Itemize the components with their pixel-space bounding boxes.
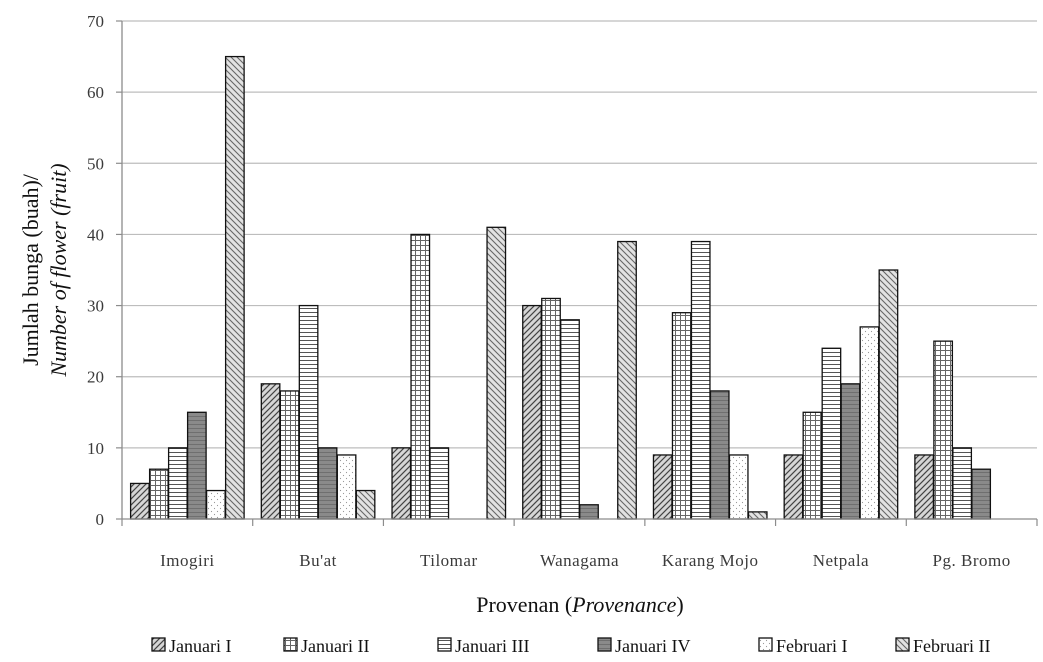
bar xyxy=(671,312,692,520)
bar xyxy=(279,390,300,520)
y-tick-label: 40 xyxy=(87,225,104,244)
x-axis-title: Provenan (Provenance) xyxy=(476,592,684,617)
legend-label: Januari IV xyxy=(615,636,690,656)
y-tick-label: 20 xyxy=(87,368,104,387)
bar xyxy=(933,340,954,520)
axes xyxy=(116,20,1038,526)
bar xyxy=(391,447,412,520)
legend-swatch xyxy=(895,637,910,652)
x-category-label: Karang Mojo xyxy=(662,551,759,570)
y-axis-title: Jumlah bunga (buah)/ xyxy=(18,173,43,366)
bar xyxy=(260,383,281,520)
bar xyxy=(336,454,357,520)
x-category-label: Pg. Bromo xyxy=(933,551,1011,570)
x-axis-title-close: ) xyxy=(676,592,683,617)
legend-label: Januari II xyxy=(301,636,369,656)
bar xyxy=(541,297,561,520)
bar xyxy=(205,489,226,520)
x-category-labels: Imogiri Bu'at Tilomar Wanagama Karang Mojo Ne… xyxy=(160,551,1011,570)
legend: Januari I Januari II Januari III Januari IV… xyxy=(151,636,990,656)
legend-swatch xyxy=(597,637,612,652)
bar xyxy=(317,447,338,520)
x-category-label: Netpala xyxy=(813,551,869,570)
bar xyxy=(821,347,842,520)
legend-label: Februari II xyxy=(913,636,990,656)
bar xyxy=(579,504,599,520)
x-category-label: Imogiri xyxy=(160,551,215,570)
legend-swatch xyxy=(283,637,298,652)
bar xyxy=(186,411,207,520)
x-axis-title-italic: Provenance xyxy=(571,592,676,617)
bar xyxy=(410,233,431,520)
bar xyxy=(617,240,637,520)
x-category-label: Tilomar xyxy=(420,551,478,570)
bar xyxy=(859,326,880,520)
bar xyxy=(486,226,507,520)
legend-swatch xyxy=(758,637,773,652)
bar xyxy=(522,304,542,520)
bar xyxy=(224,55,245,520)
bar xyxy=(652,454,673,520)
legend-swatch xyxy=(151,637,166,652)
y-tick-label: 10 xyxy=(87,439,104,458)
y-tick-label: 50 xyxy=(87,154,104,173)
bar xyxy=(355,489,376,520)
y-tick-label: 0 xyxy=(96,510,105,529)
bar xyxy=(167,447,188,520)
legend-swatch xyxy=(437,637,452,652)
x-axis-title-plain: Provenan ( xyxy=(476,592,572,617)
bar xyxy=(747,511,768,520)
bar xyxy=(952,447,973,520)
bar xyxy=(840,383,861,520)
bar xyxy=(971,468,992,520)
y-tick-label: 30 xyxy=(87,297,104,316)
legend-label: Februari I xyxy=(776,636,847,656)
bar xyxy=(129,482,150,520)
bar xyxy=(709,390,730,520)
x-category-label: Wanagama xyxy=(540,551,619,570)
y-tick-labels: 0 10 20 30 40 50 60 70 xyxy=(87,12,104,529)
bar xyxy=(429,447,450,520)
y-axis-title-italic: Number of flower (fruit) xyxy=(46,163,71,377)
legend-label: Januari I xyxy=(169,636,231,656)
bar xyxy=(914,454,935,520)
bar xyxy=(783,454,804,520)
bars xyxy=(129,55,992,520)
y-tick-label: 70 xyxy=(87,12,104,31)
bar xyxy=(560,319,580,520)
bar xyxy=(728,454,749,520)
bar xyxy=(878,269,899,520)
bar xyxy=(802,411,823,520)
gridlines xyxy=(122,20,1037,449)
y-tick-label: 60 xyxy=(87,83,104,102)
bar xyxy=(148,468,169,520)
x-category-label: Bu'at xyxy=(299,551,337,570)
bar xyxy=(690,240,711,520)
bar xyxy=(298,304,319,520)
legend-label: Januari III xyxy=(455,636,529,656)
